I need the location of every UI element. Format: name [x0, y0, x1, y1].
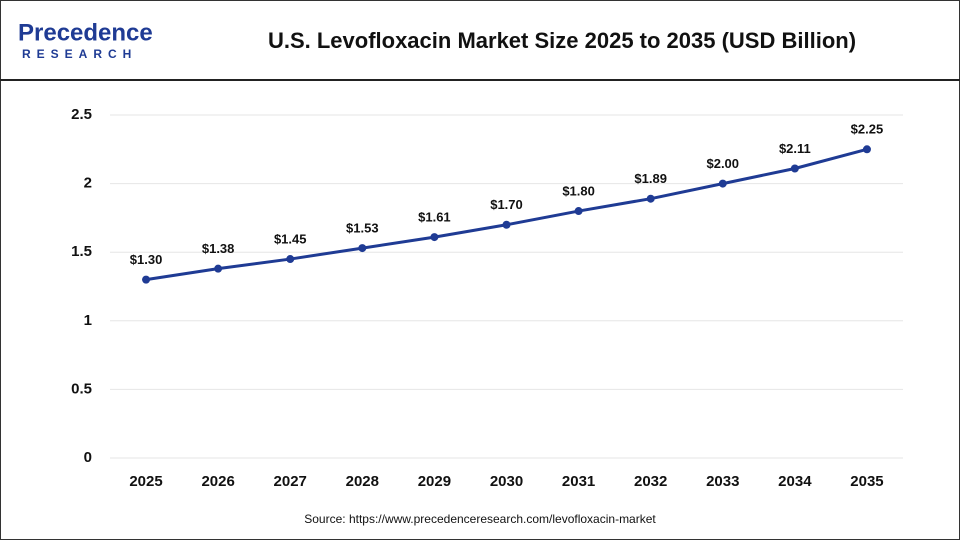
y-tick-label: 0.5: [71, 380, 92, 397]
x-tick-label: 2033: [706, 473, 739, 490]
point: [790, 164, 799, 173]
logo-tagline: RESEARCH: [22, 47, 137, 61]
x-tick-label: 2028: [346, 473, 379, 490]
data-label: $1.61: [418, 210, 451, 225]
y-tick-label: 2: [84, 175, 92, 192]
point: [862, 145, 871, 154]
data-label: $1.70: [490, 197, 523, 212]
point: [286, 255, 295, 264]
x-tick-label: 2034: [778, 473, 812, 490]
data-label: $1.45: [274, 231, 307, 246]
point: [718, 179, 727, 188]
logo-name: Precedence: [18, 19, 153, 46]
point: [646, 194, 655, 203]
point: [142, 275, 151, 284]
data-label: $2.00: [706, 156, 739, 171]
x-tick-label: 2030: [490, 473, 523, 490]
point: [430, 233, 439, 242]
data-label: $1.53: [346, 221, 379, 236]
point: [502, 220, 511, 229]
x-tick-label: 2035: [850, 473, 883, 490]
data-label: $1.30: [130, 252, 163, 267]
data-label: $2.11: [779, 141, 811, 156]
x-tick-label: 2025: [129, 473, 162, 490]
y-tick-label: 1: [84, 312, 92, 329]
x-tick-label: 2029: [418, 473, 451, 490]
data-label: $1.38: [202, 241, 235, 256]
point: [214, 264, 223, 273]
y-tick-label: 2.5: [71, 106, 92, 123]
y-tick-label: 1.5: [71, 243, 92, 260]
x-tick-label: 2026: [201, 473, 234, 490]
y-tick-label: 0: [84, 449, 92, 466]
x-tick-label: 2031: [562, 473, 595, 490]
x-tick-label: 2027: [274, 473, 307, 490]
data-label: $2.25: [851, 122, 884, 137]
point: [574, 207, 583, 216]
data-label: $1.80: [562, 183, 595, 198]
data-label: $1.89: [634, 171, 667, 186]
source-note: Source: https://www.precedenceresearch.c…: [304, 512, 656, 526]
point: [358, 244, 367, 253]
chart-title: U.S. Levofloxacin Market Size 2025 to 20…: [268, 28, 856, 53]
x-tick-label: 2032: [634, 473, 667, 490]
